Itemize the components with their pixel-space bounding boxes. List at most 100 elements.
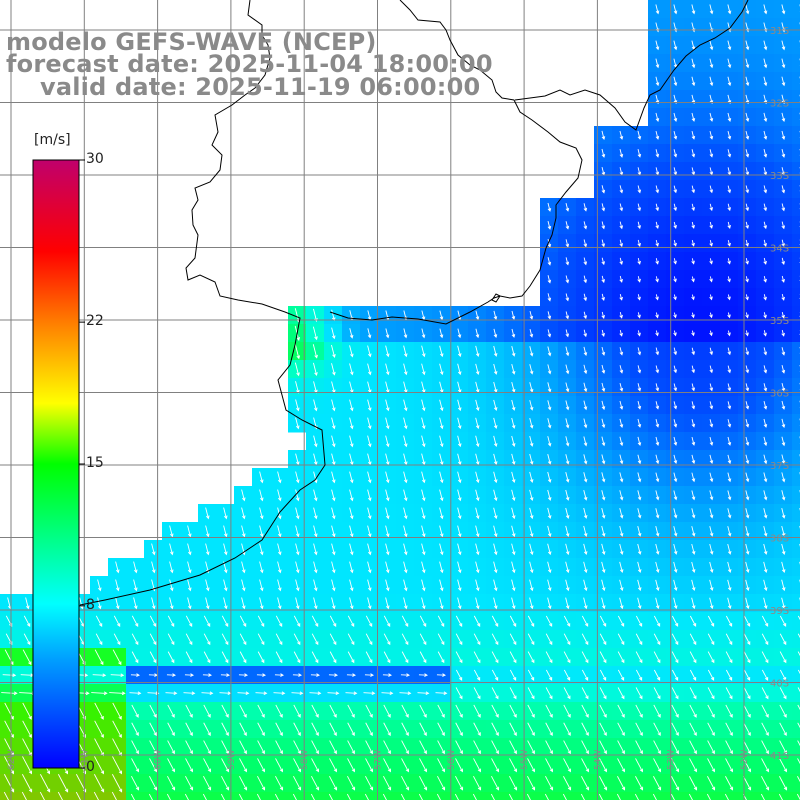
wind-cell — [792, 288, 800, 307]
colorbar-tick-label: 15 — [86, 455, 104, 471]
wind-cell — [792, 486, 800, 505]
wind-cell — [792, 234, 800, 253]
wind-cell — [792, 612, 800, 631]
wind-cell — [792, 252, 800, 271]
wind-cell — [792, 396, 800, 415]
wind-cell — [792, 306, 800, 325]
wind-cell — [774, 792, 793, 800]
wind-cell — [504, 792, 523, 800]
wind-cell — [0, 792, 19, 800]
wind-cell — [234, 792, 253, 800]
wind-cell — [126, 792, 145, 800]
wind-cell — [522, 792, 541, 800]
wind-cell — [72, 792, 91, 800]
colorbar-tick-label: 0 — [86, 759, 95, 775]
wind-cell — [792, 702, 800, 721]
lat-label: 38S — [770, 534, 789, 545]
wind-cell — [594, 792, 613, 800]
wind-cell — [450, 792, 469, 800]
wind-cell — [792, 108, 800, 127]
wind-cell — [468, 792, 487, 800]
lon-label: 55W — [520, 750, 530, 770]
wind-cell — [792, 270, 800, 289]
wind-cell — [792, 162, 800, 181]
wind-cell — [792, 432, 800, 451]
wind-cell — [486, 792, 505, 800]
wind-cell — [792, 720, 800, 739]
lon-label: 53W — [667, 750, 677, 770]
wind-cell — [36, 792, 55, 800]
wind-cell — [792, 666, 800, 685]
lon-label: 52W — [740, 750, 750, 770]
wind-cell — [792, 468, 800, 487]
wind-cell — [378, 792, 397, 800]
lon-label: 59W — [227, 750, 237, 770]
wind-cell — [792, 648, 800, 667]
wind-cell — [396, 792, 415, 800]
wind-cell — [792, 378, 800, 397]
wind-cell — [162, 792, 181, 800]
wind-cell — [540, 792, 559, 800]
wind-cell — [792, 756, 800, 775]
wind-cell — [684, 792, 703, 800]
wind-cell — [792, 18, 800, 37]
wind-cell — [792, 558, 800, 577]
wind-cell — [180, 792, 199, 800]
wind-cell — [792, 630, 800, 649]
lon-label: 60W — [154, 750, 164, 770]
lat-label: 36S — [770, 389, 789, 400]
valid-date: valid date: 2025-11-19 06:00:00 — [40, 73, 480, 101]
lat-label: 34S — [770, 244, 789, 255]
lon-label: 54W — [593, 750, 603, 770]
wind-cell — [792, 576, 800, 595]
lat-label: 31S — [770, 26, 789, 37]
lon-label: 57W — [374, 750, 384, 770]
wind-cell — [90, 792, 109, 800]
wind-cell — [792, 90, 800, 109]
lat-label: 35S — [770, 316, 789, 327]
wind-cell — [792, 774, 800, 793]
wind-cell — [252, 792, 271, 800]
wind-cell — [306, 792, 325, 800]
wind-cell — [792, 180, 800, 199]
lat-label: 39S — [770, 606, 789, 617]
wind-cell — [792, 684, 800, 703]
wind-cell — [792, 36, 800, 55]
wind-cell — [360, 792, 379, 800]
wind-cell — [720, 792, 739, 800]
lat-label: 41S — [770, 751, 789, 762]
wind-cell — [630, 792, 649, 800]
colorbar — [33, 160, 79, 768]
wind-cell — [792, 72, 800, 91]
lon-label: 56W — [447, 750, 457, 770]
lon-label: 62W — [7, 750, 17, 770]
wind-cell — [792, 198, 800, 217]
wind-cell — [792, 504, 800, 523]
colorbar-tick-label: 8 — [86, 597, 95, 613]
wind-cell — [432, 792, 451, 800]
wind-cell — [342, 792, 361, 800]
lat-label: 32S — [770, 99, 789, 110]
wind-cell — [18, 792, 37, 800]
wind-cell — [270, 792, 289, 800]
wind-cell — [576, 792, 595, 800]
wind-cell — [792, 54, 800, 73]
wind-cell — [792, 216, 800, 235]
wind-cell — [792, 738, 800, 757]
wind-cell — [792, 360, 800, 379]
wind-cell — [792, 414, 800, 433]
wind-cell — [792, 324, 800, 343]
wind-cell — [144, 792, 163, 800]
wind-cell — [198, 792, 217, 800]
wind-cell — [792, 450, 800, 469]
wind-cell — [612, 792, 631, 800]
wind-cell — [108, 792, 127, 800]
wind-cell — [792, 342, 800, 361]
wind-cell — [792, 144, 800, 163]
lat-label: 40S — [770, 679, 789, 690]
wind-cell — [414, 792, 433, 800]
wind-cell — [702, 792, 721, 800]
lon-label: 58W — [300, 750, 310, 770]
